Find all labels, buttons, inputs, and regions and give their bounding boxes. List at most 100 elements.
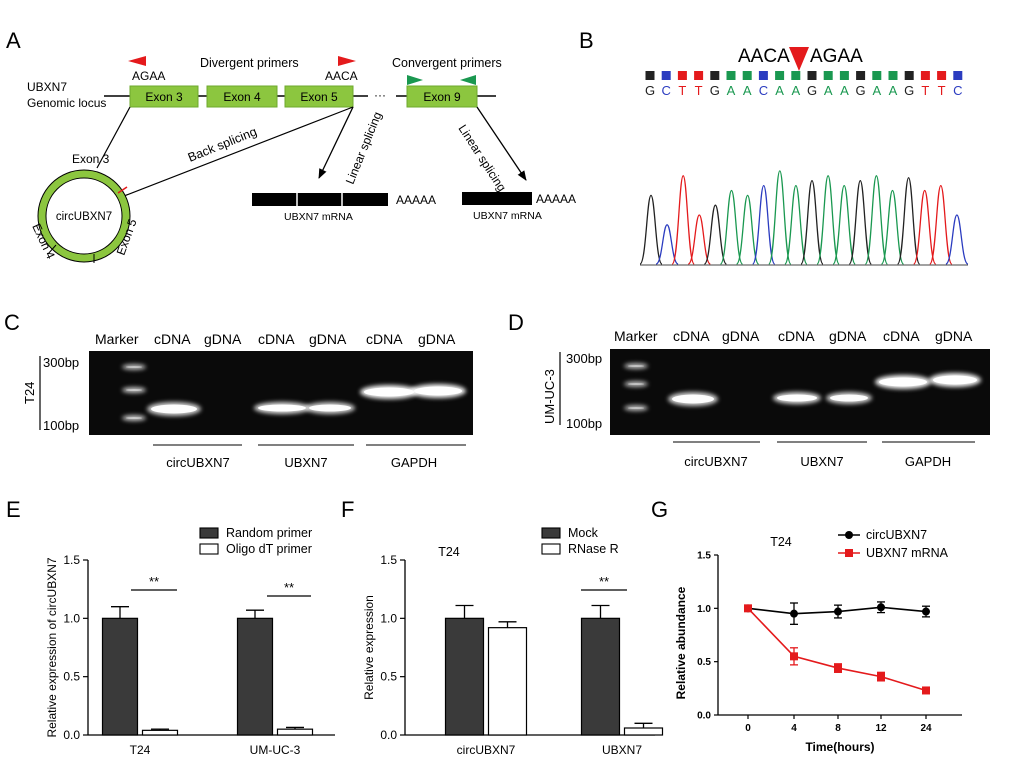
chart-g: 0.0 0.5 1.0 1.5 0 4 8 12 24 Time(hours) Relative a… [674,528,962,754]
bar [236,617,274,736]
band-gapdh-gdna-core [933,375,977,385]
base-letter: T [938,83,946,98]
marker-label-c: Marker [95,331,139,347]
polya-label-1: AAAAA [396,193,436,207]
base-square [920,71,930,80]
y-axis-label: Relative expression [362,595,376,700]
base-letter: G [645,83,655,98]
chromatogram-peak [655,224,679,265]
data-point [834,607,842,616]
panel-b-letter: B [579,28,594,53]
cell-line-d: UM-UC-3 [542,369,557,424]
y-tick-label: 1.0 [380,611,397,625]
circ-rna-ring [38,170,130,262]
band-ubxn7-cdna-core [258,404,306,412]
mrna-label-1: UBXN7 mRNA [284,211,353,223]
exon-3-box [129,85,199,108]
marker-label-d: Marker [614,328,658,344]
chromatogram-peak [896,177,921,265]
base-square [953,71,963,80]
y-tick-label: 1.0 [63,611,80,625]
series-line [747,607,927,692]
chromatogram-peak [719,189,744,265]
mrna-bar-2 [462,192,532,205]
band-gapdh-cdna-core [364,387,414,397]
chromatogram-peak [832,184,856,265]
legend-swatch [199,527,219,539]
legend-swatch [541,543,561,555]
chromatogram-peak [768,170,792,265]
circ-exon3-label: Exon 3 [72,152,110,166]
chart-e: 0.0 0.5 1.0 1.5 Relative expression of circU… [45,526,335,757]
exon-5-label: Exon 5 [300,90,338,104]
x-axis-label: Time(hours) [805,740,874,754]
data-point [834,664,842,673]
band-circ-cdna-core [151,404,197,414]
chromatogram-peak [816,175,840,265]
x-tick-label: 12 [875,723,887,734]
legend-swatch [541,527,561,539]
divergent-primers-label: Divergent primers [200,56,299,70]
base-square [839,71,849,80]
gel-c-bands [122,364,466,421]
size-bottom-c: 100bp [43,418,79,433]
lane-label-d-4: gDNA [829,328,867,344]
base-square [726,71,736,80]
band-gapdh-cdna-core [879,377,927,387]
lane-label-c-5: cDNA [366,331,403,347]
base-square [758,71,768,80]
legend-label: Oligo dT primer [226,542,312,556]
x-tick-label: UM-UC-3 [250,743,301,757]
exon-4-box [206,85,278,108]
base-letter: A [743,83,752,98]
base-letter: G [807,83,817,98]
y-tick-label: 0.0 [63,728,80,742]
base-letter: A [840,83,849,98]
circ-label: circUBXN7 [56,211,112,223]
group-label-c-2: UBXN7 [284,455,327,470]
x-tick-label: circUBXN7 [457,743,516,757]
panel-e: E 0.0 0.5 1.0 1.5 Relative expression of cir… [6,497,335,757]
lane-label-d-5: cDNA [883,328,920,344]
mrna-bar-1 [252,193,388,206]
panel-a-letter: A [6,28,21,53]
size-top-d: 300bp [566,351,602,366]
y-tick-label: 1.5 [63,553,80,567]
significance-stars: ** [149,574,159,589]
x-tick-label: 24 [920,723,932,734]
data-point [744,604,752,613]
marker-band-core [126,417,142,419]
base-letter: T [921,83,929,98]
base-square [661,71,671,80]
lane-label-c-6: gDNA [418,331,456,347]
lane-label-c-2: gDNA [204,331,242,347]
chromatogram-peak [929,184,953,265]
gel-d-bands [624,363,981,411]
band-ubxn7-gdna-core [309,404,351,412]
data-point [922,686,930,695]
panel-d-letter: D [508,310,524,335]
group-label-d-2: UBXN7 [800,454,843,469]
y-tick-label: 1.5 [697,551,711,562]
legend-label: RNase R [568,542,619,556]
panel-d: D Marker cDNA gDNA cDNA gDNA cDNA gDNA 3… [508,310,990,469]
base-square [694,71,704,80]
significance-stars: ** [599,574,609,589]
y-tick-label: 0.0 [380,728,397,742]
legend-label: UBXN7 mRNA [866,546,949,560]
chromatogram-peak [784,184,808,265]
base-letter: C [953,83,962,98]
chromatogram-peak [703,204,728,265]
base-square [645,71,655,80]
x-tick-label: 8 [835,723,841,734]
chromatogram-peak [945,214,969,265]
size-top-c: 300bp [43,355,79,370]
base-letter: C [662,83,671,98]
lane-label-d-6: gDNA [935,328,973,344]
band-ubxn7-cdna-core [777,394,817,402]
y-tick-label: 1.5 [380,553,397,567]
base-square [823,71,833,80]
